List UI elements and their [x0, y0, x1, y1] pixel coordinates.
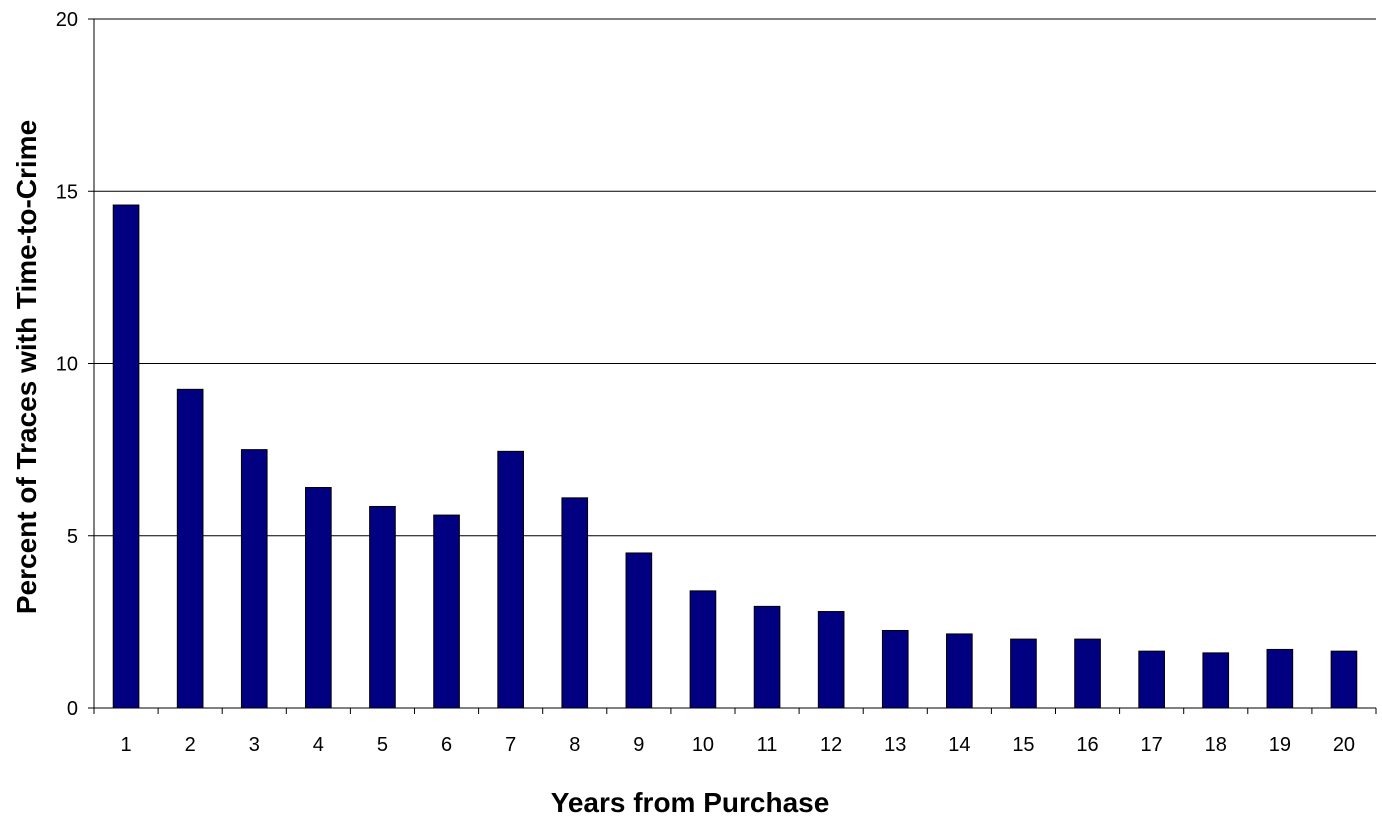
x-tick-label: 6 [441, 734, 452, 756]
bar [176, 388, 204, 709]
x-tick-label: 3 [249, 734, 260, 756]
y-tick-label: 5 [67, 526, 78, 548]
bar [946, 633, 973, 709]
x-tick-label: 20 [1333, 734, 1355, 756]
bar [881, 629, 909, 709]
bar [497, 450, 524, 709]
x-tick-label: 8 [569, 734, 580, 756]
x-tick-label: 14 [948, 734, 970, 756]
x-tick-label: 19 [1269, 734, 1291, 756]
bar [305, 487, 332, 709]
bar [1010, 638, 1037, 709]
bar [1266, 648, 1294, 709]
bar [112, 204, 140, 709]
x-tick-label: 13 [884, 734, 906, 756]
bar [433, 514, 460, 709]
axes [88, 18, 1377, 714]
bar [1074, 638, 1101, 709]
bar [817, 611, 845, 709]
bar [625, 552, 653, 709]
y-tick-label: 0 [67, 698, 78, 720]
y-tick-label: 10 [56, 354, 78, 376]
bar [561, 497, 589, 709]
x-tick-label: 18 [1205, 734, 1227, 756]
x-tick-label: 10 [692, 734, 714, 756]
gridlines [94, 18, 1376, 537]
bar [689, 590, 717, 709]
x-tick-label: 9 [633, 734, 644, 756]
y-axis-title: Percent of Traces with Time-to-Crime [11, 120, 42, 614]
x-tick-label: 5 [377, 734, 388, 756]
y-tick-label: 15 [56, 181, 78, 203]
bar [1138, 650, 1165, 709]
bar [1202, 652, 1230, 709]
bar [753, 605, 781, 709]
y-tick-label: 20 [56, 9, 78, 31]
bar [1330, 650, 1358, 709]
x-tick-label: 11 [757, 734, 778, 756]
x-tick-label: 17 [1141, 734, 1163, 756]
x-axis-title: Years from Purchase [551, 787, 830, 818]
x-tick-label: 15 [1012, 734, 1034, 756]
x-tick-label: 4 [313, 734, 324, 756]
x-tick-label: 7 [505, 734, 516, 756]
bars [112, 204, 1358, 709]
bar [240, 449, 268, 709]
x-tick-label: 12 [820, 734, 842, 756]
x-tick-label: 2 [185, 734, 196, 756]
x-tick-label: 16 [1076, 734, 1098, 756]
x-tick-label: 1 [120, 734, 131, 756]
bar [369, 505, 396, 709]
